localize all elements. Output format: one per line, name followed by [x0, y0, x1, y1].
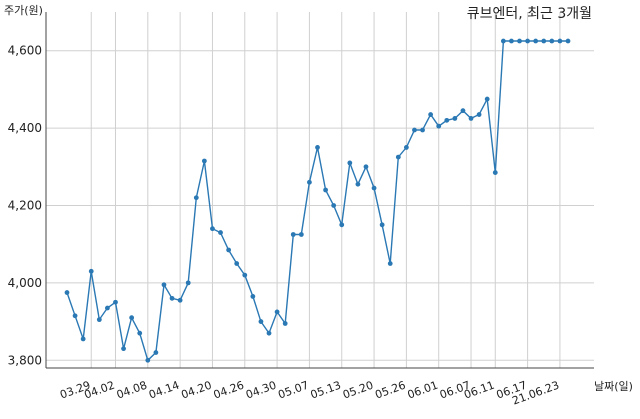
data-point — [258, 319, 264, 324]
data-point — [509, 38, 514, 44]
data-point — [323, 187, 328, 193]
data-point — [113, 299, 118, 305]
data-point — [517, 38, 522, 44]
data-point — [210, 226, 215, 232]
data-point — [121, 346, 126, 352]
data-point — [234, 261, 240, 266]
x-axis-title: 날짜(일) — [594, 380, 633, 393]
y-tick-label: 3,800 — [8, 353, 42, 367]
data-point — [96, 317, 102, 323]
y-tick-label: 4,400 — [8, 121, 42, 135]
x-tick-label: 04.08 — [115, 379, 149, 402]
data-point — [331, 203, 337, 208]
data-point — [145, 357, 151, 363]
data-point — [201, 158, 207, 164]
data-point — [274, 309, 280, 315]
data-point — [315, 145, 320, 150]
series-line — [66, 40, 568, 362]
data-point — [492, 170, 498, 175]
data-point — [420, 127, 425, 133]
x-tick-label: 06.01 — [406, 379, 440, 402]
y-tick-label: 4,600 — [8, 44, 42, 58]
data-point — [557, 38, 563, 44]
data-point — [395, 154, 401, 160]
data-point — [468, 116, 474, 121]
data-point — [387, 261, 393, 266]
x-tick-label: 04.14 — [147, 379, 181, 402]
data-point — [193, 195, 199, 201]
data-point — [105, 305, 110, 311]
data-point — [185, 280, 191, 286]
data-point — [549, 38, 555, 44]
x-tick-label: 04.20 — [179, 379, 213, 402]
data-point — [347, 160, 353, 166]
x-tick-label: 05.26 — [373, 379, 407, 402]
data-point — [339, 222, 345, 228]
data-point — [266, 330, 272, 336]
data-point — [484, 96, 490, 102]
chart-title: 큐브엔터, 최근 3개월 — [466, 6, 592, 22]
x-tick-label: 04.26 — [212, 379, 246, 402]
x-tick-label: 04.30 — [244, 379, 278, 402]
data-point — [500, 38, 506, 44]
data-point — [412, 127, 417, 133]
axes — [45, 12, 594, 369]
data-point — [129, 315, 135, 321]
data-point — [177, 297, 183, 303]
y-axis-ticks: 3,800 4,000 4,200 4,400 4,600 — [8, 44, 42, 368]
data-point — [403, 145, 409, 150]
x-tick-label: 05.20 — [341, 379, 375, 402]
y-axis-title: 주가(원) — [4, 4, 43, 17]
data-point — [161, 282, 167, 288]
data-point — [88, 268, 94, 274]
data-point — [428, 112, 434, 117]
data-point — [290, 232, 296, 237]
data-point — [153, 350, 159, 355]
data-point — [250, 294, 256, 299]
x-axis-ticks: 03.2904.0204.0804.1404.2004.2604.3005.07… — [58, 379, 561, 408]
data-point — [137, 330, 143, 336]
data-point — [307, 179, 312, 185]
data-point — [218, 230, 223, 235]
data-point — [226, 247, 232, 253]
data-point — [379, 222, 385, 228]
data-point — [169, 295, 175, 301]
data-point — [363, 164, 369, 170]
series-group — [64, 38, 571, 363]
y-tick-label: 4,000 — [8, 276, 42, 290]
data-point — [452, 116, 458, 121]
data-point — [436, 123, 442, 129]
data-point — [460, 108, 466, 114]
data-point — [64, 290, 70, 295]
y-tick-label: 4,200 — [8, 198, 42, 212]
data-point — [282, 321, 288, 326]
data-point — [533, 38, 539, 44]
data-point — [298, 232, 304, 237]
x-tick-label: 05.07 — [276, 379, 310, 402]
data-point — [541, 38, 547, 44]
data-point — [565, 38, 571, 44]
grid-lines — [46, 12, 594, 368]
data-point — [355, 181, 361, 187]
data-point — [525, 38, 530, 44]
data-point — [371, 185, 377, 191]
data-point — [242, 272, 248, 278]
data-point — [444, 117, 450, 123]
data-point — [72, 313, 78, 319]
x-tick-label: 05.13 — [309, 379, 343, 402]
data-point — [80, 336, 86, 342]
data-point — [476, 112, 482, 117]
